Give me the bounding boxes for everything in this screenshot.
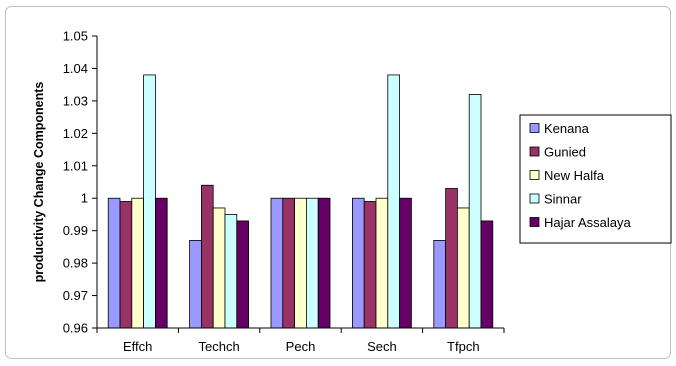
x-tick-label: Effch — [123, 339, 152, 354]
bar-new-halfa-effch — [131, 197, 145, 329]
bar-hajar-assalaya-effch — [154, 197, 168, 329]
bar-gunied-pech — [282, 197, 295, 329]
bar-sinnar-effch — [143, 74, 156, 329]
bar-sinnar-techch — [224, 214, 238, 329]
y-axis-title: productivity Change Components — [32, 82, 46, 283]
bar-hajar-assalaya-tfpch — [480, 220, 494, 329]
legend-label: New Halfa — [544, 168, 605, 183]
bar-kenana-sech — [351, 197, 365, 329]
plot-area — [107, 74, 494, 329]
legend-swatch — [529, 193, 540, 204]
legend-swatch — [529, 217, 540, 227]
legend-label: Hajar Assalaya — [544, 215, 631, 230]
x-tick-label: Tfpch — [447, 339, 480, 354]
legend-box — [519, 114, 672, 244]
legend-swatch — [529, 170, 540, 180]
y-tick-label: 0.98 — [63, 256, 88, 271]
y-tick-label: 1.04 — [63, 61, 88, 76]
x-tick-label: Techch — [198, 339, 239, 354]
x-tick-label: Sech — [367, 339, 397, 354]
legend-swatch — [529, 146, 540, 157]
bar-gunied-sech — [363, 201, 377, 329]
bar-new-halfa-sech — [375, 197, 389, 329]
bar-kenana-pech — [270, 197, 284, 329]
y-tick-label: 1 — [81, 191, 88, 206]
y-axis: 0.96 0.97 0.98 0.99 1 1.01 1.02 1.03 1.04 1.05 — [63, 29, 97, 336]
y-tick-label: 0.99 — [63, 223, 88, 238]
x-tick-label: Pech — [286, 339, 316, 354]
y-tick-label: 1.05 — [63, 29, 88, 44]
legend-label: Sinnar — [544, 192, 582, 207]
bar-hajar-assalaya-sech — [399, 197, 412, 329]
bar-sinnar-sech — [387, 74, 400, 329]
y-tick-label: 1.03 — [63, 93, 88, 108]
bar-kenana-effch — [107, 197, 121, 329]
x-axis: Effch Techch Pech Sech Tfpch — [96, 328, 505, 354]
bar-new-halfa-tfpch — [456, 207, 470, 329]
y-tick-label: 0.96 — [63, 321, 88, 336]
y-tick-label: 1.02 — [63, 126, 88, 141]
y-tick-label: 1.01 — [63, 158, 88, 173]
bar-new-halfa-pech — [294, 197, 307, 329]
bar-new-halfa-techch — [212, 207, 226, 329]
bar-kenana-tfpch — [433, 239, 446, 329]
bar-sinnar-tfpch — [468, 94, 482, 329]
bar-sinnar-pech — [305, 197, 319, 329]
bar-hajar-assalaya-pech — [317, 197, 331, 329]
bar-gunied-tfpch — [445, 188, 458, 329]
legend-label: Gunied — [544, 145, 586, 160]
legend: Kenana Gunied New Halfa Sinnar Hajar Assalay… — [519, 114, 672, 244]
bar-gunied-effch — [119, 201, 133, 329]
legend-label: Kenana — [544, 121, 590, 136]
bar-hajar-assalaya-techch — [236, 220, 250, 329]
bar-gunied-techch — [200, 184, 214, 329]
legend-swatch — [529, 123, 540, 133]
y-tick-label: 0.97 — [63, 288, 88, 303]
bar-kenana-techch — [189, 239, 202, 329]
